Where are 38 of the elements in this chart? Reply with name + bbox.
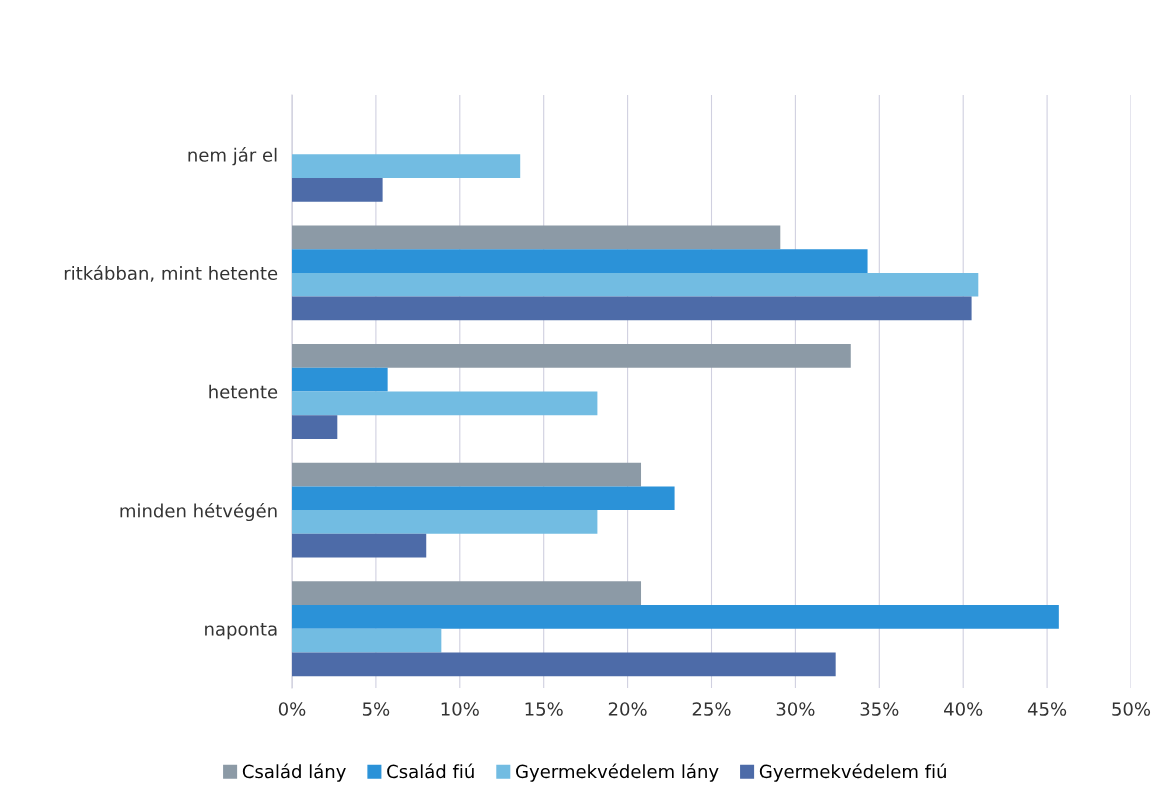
x-tick-label: 45%: [1027, 702, 1067, 716]
legend-label: Gyermekvédelem fiú: [759, 763, 946, 782]
y-tick-label: nem jár el: [188, 147, 277, 166]
x-tick-label: 20%: [608, 702, 647, 716]
x-tick-label: 35%: [860, 702, 899, 716]
bar: [292, 462, 642, 487]
x-tick-label: 50%: [1112, 702, 1151, 716]
bar: [292, 178, 383, 202]
y-tick-label: naponta: [205, 622, 277, 640]
bar: [292, 533, 427, 558]
legend-label: Gyermekvédelem lány: [516, 763, 719, 782]
x-tick-label: 5%: [362, 702, 390, 716]
bar: [292, 604, 1059, 629]
bar: [292, 154, 521, 179]
y-tick-label: hetente: [209, 384, 278, 399]
bar: [292, 367, 388, 392]
bar: [292, 225, 781, 250]
bar: [292, 628, 442, 653]
x-tick-label: 40%: [944, 702, 983, 716]
bar: [292, 391, 598, 416]
x-tick-label: 25%: [692, 702, 731, 716]
bar: [292, 344, 851, 368]
x-tick-label: 0%: [278, 702, 306, 716]
bar: [292, 415, 338, 439]
bar: [292, 296, 972, 321]
bar: [292, 249, 868, 273]
bar: [292, 272, 979, 297]
bar: [292, 581, 642, 605]
y-tick-label: minden hétvégén: [120, 502, 277, 522]
x-tick-label: 15%: [525, 702, 563, 716]
x-tick-label: 10%: [441, 702, 479, 716]
bar: [292, 510, 598, 534]
legend-label: Család lány: [242, 763, 346, 782]
x-tick-label: 30%: [776, 702, 815, 716]
bar: [292, 652, 836, 677]
legend-label: Család fiú: [387, 763, 474, 779]
bar: [292, 486, 675, 511]
y-tick-label: ritkábban, mint hetente: [64, 265, 278, 282]
